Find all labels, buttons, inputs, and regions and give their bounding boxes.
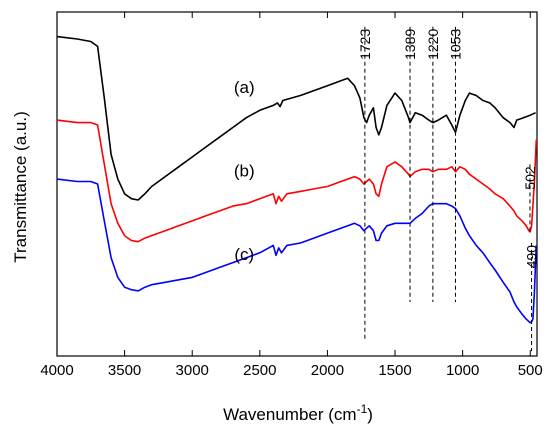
series-label-2: (c) <box>234 245 254 264</box>
peak-label-502: 502 <box>522 166 538 190</box>
peak-label-1220: 1220 <box>425 29 441 60</box>
x-axis-title-main: Wavenumber (cm <box>223 405 357 424</box>
x-tick-label-2000: 2000 <box>311 362 344 379</box>
x-tick-label-3000: 3000 <box>176 362 209 379</box>
peak-label-1723: 1723 <box>357 29 373 60</box>
series-line-1 <box>56 119 538 243</box>
x-tick-label-4000: 4000 <box>40 362 73 379</box>
y-axis-title: Transmittance (a.u.) <box>11 111 30 262</box>
x-tick-label-3500: 3500 <box>108 362 141 379</box>
x-axis-title: Wavenumber (cm-1) <box>223 402 373 424</box>
x-axis-title-sup: -1 <box>357 402 368 416</box>
x-axis-title-tail: ) <box>367 405 373 424</box>
series-label-0: (a) <box>234 78 255 97</box>
x-tick-label-500: 500 <box>518 362 543 379</box>
x-tick-label-1500: 1500 <box>378 362 411 379</box>
peak-label-1053: 1053 <box>447 29 463 60</box>
x-tick-label-1000: 1000 <box>446 362 479 379</box>
series-line-2 <box>56 178 538 324</box>
peak-label-1389: 1389 <box>402 29 418 60</box>
x-tick-label-2500: 2500 <box>243 362 276 379</box>
peak-label-490: 490 <box>524 245 540 269</box>
series-label-1: (b) <box>234 162 255 181</box>
plot-area-frame <box>56 11 538 357</box>
series-line-0 <box>56 35 536 201</box>
